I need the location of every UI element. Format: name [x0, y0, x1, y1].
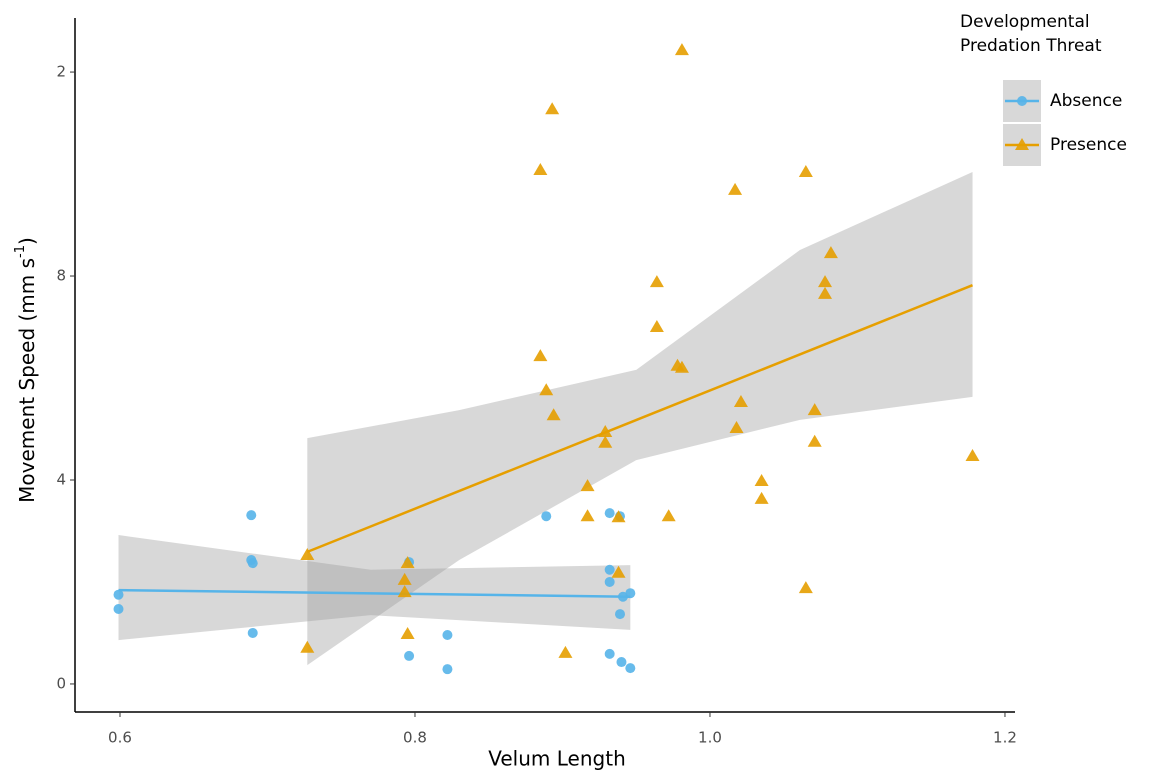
point	[541, 511, 552, 522]
point	[113, 603, 124, 614]
point	[733, 394, 748, 407]
point	[404, 650, 415, 661]
point	[533, 349, 548, 362]
point	[615, 609, 626, 620]
x-tick-label: 0.6	[108, 729, 132, 747]
point	[625, 588, 636, 599]
point	[397, 585, 412, 598]
legend-label: Absence	[1050, 91, 1122, 111]
point	[247, 558, 258, 569]
point	[754, 474, 769, 487]
point	[442, 664, 453, 675]
point	[247, 627, 258, 638]
point	[545, 102, 560, 115]
point	[611, 510, 626, 523]
point	[807, 434, 822, 447]
point	[442, 630, 453, 641]
point	[546, 408, 561, 421]
point	[674, 43, 689, 56]
point	[533, 162, 548, 175]
point	[558, 645, 573, 658]
point	[598, 425, 613, 438]
point	[798, 164, 813, 177]
point	[539, 383, 554, 396]
point	[661, 509, 676, 522]
y-axis-title-text: Movement Speed (mm s	[15, 258, 39, 503]
point	[604, 508, 615, 519]
legend-label: Presence	[1050, 135, 1127, 155]
point	[611, 565, 626, 578]
point	[580, 509, 595, 522]
legend-title: Predation Threat	[960, 36, 1102, 56]
point	[729, 420, 744, 433]
point	[965, 449, 980, 462]
point	[616, 657, 627, 668]
legend-title: Developmental	[960, 12, 1090, 32]
fit-line	[118, 588, 631, 599]
point	[397, 572, 412, 585]
point	[604, 576, 615, 587]
point	[649, 275, 664, 288]
point	[400, 626, 415, 639]
legend-marker	[1015, 138, 1029, 150]
y-axis-title: Movement Speed (mm s-1)	[13, 237, 39, 503]
y-axis-title-suffix: )	[15, 237, 39, 245]
point	[300, 547, 315, 560]
point	[246, 510, 257, 521]
y-tick-label: 8	[56, 267, 66, 285]
fit-line	[306, 284, 973, 554]
point	[674, 360, 689, 373]
point	[604, 648, 615, 659]
point	[754, 491, 769, 504]
point	[818, 275, 833, 288]
point	[807, 403, 822, 416]
point	[823, 246, 838, 259]
x-tick-label: 0.8	[403, 729, 427, 747]
point	[728, 182, 743, 195]
y-tick-label: 0	[56, 674, 66, 692]
point	[818, 286, 833, 299]
legend-marker	[1017, 96, 1027, 106]
x-tick-label: 1.2	[993, 729, 1017, 747]
y-axis-title-sup: -1	[13, 245, 28, 258]
point	[113, 589, 124, 600]
point	[604, 564, 615, 575]
point	[798, 581, 813, 594]
point	[580, 479, 595, 492]
x-axis-title: Velum Length	[488, 747, 626, 771]
point	[400, 556, 415, 569]
x-tick-label: 1.0	[698, 729, 722, 747]
point	[649, 320, 664, 333]
point	[625, 663, 636, 674]
point	[598, 435, 613, 448]
y-tick-label: 4	[56, 470, 66, 488]
point	[300, 640, 315, 653]
y-tick-label: 2	[56, 63, 66, 81]
